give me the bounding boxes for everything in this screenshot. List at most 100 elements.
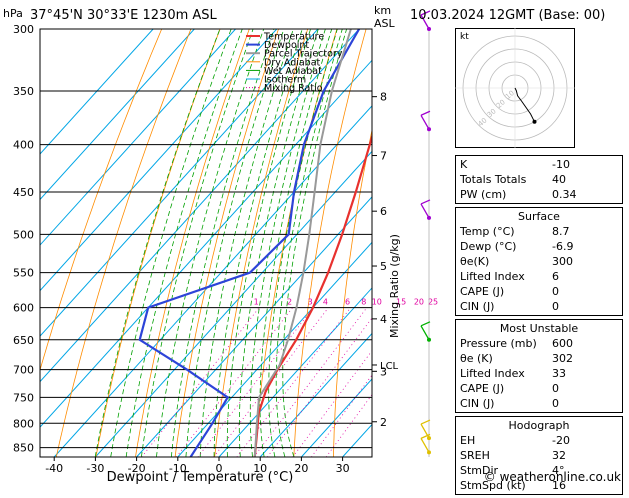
wind-barb: [420, 114, 430, 130]
isotherm-line: [40, 29, 360, 383]
wind-barb: [420, 438, 430, 453]
index-label: PW (cm): [460, 188, 507, 201]
wet-adiabat-line: [249, 29, 326, 457]
wet-adiabat-line: [213, 29, 303, 457]
isotherm-line: [40, 29, 236, 246]
index-label: θe (K): [460, 352, 493, 365]
isotherm-line: [40, 29, 319, 337]
wind-barb-flag: [420, 110, 431, 116]
legend-entry: Dewpoint: [264, 40, 309, 51]
plot-frame: [39, 28, 373, 458]
asl-unit-label: ASL: [374, 17, 395, 30]
copyright-text: © weatheronline.co.uk: [483, 470, 621, 484]
index-row: StmDir 4°: [460, 463, 618, 478]
x-tick-label: -20: [128, 462, 146, 475]
index-row: K -10: [460, 157, 618, 172]
isotherm-line: [301, 378, 372, 457]
km-tick-label: 4: [380, 313, 387, 326]
wind-barb-dot: [427, 127, 431, 132]
wet-adiabat-line: [259, 29, 333, 457]
km-tick-label: 5: [380, 260, 387, 273]
mixing-ratio-line: [311, 374, 372, 457]
hodograph-ring-label: 10: [504, 89, 516, 101]
hodograph-trace: [514, 87, 535, 123]
index-row: Totals Totals 40: [460, 172, 618, 187]
pressure-tick-label: 350: [13, 85, 34, 98]
wet-adiabat-line: [156, 29, 265, 457]
mixing-ratio-label: 25: [428, 298, 438, 307]
x-tick-label: 10: [253, 462, 267, 475]
index-row: EH -20: [460, 433, 618, 448]
index-label: CIN (J): [460, 300, 495, 313]
x-tick-label: 20: [294, 462, 308, 475]
index-value: 600: [552, 337, 573, 350]
datetime-title: 10.03.2024 12GMT (Base: 00): [410, 8, 606, 23]
wet-adiabat-line: [275, 29, 343, 457]
dry-adiabat-line: [293, 29, 367, 457]
wind-barb-dot: [427, 215, 431, 220]
section-title: Hodograph: [508, 419, 570, 432]
mixing-ratio-line: [236, 307, 351, 457]
index-value: 302: [552, 352, 573, 365]
mixing-ratio-label: 3: [308, 298, 313, 307]
index-label: StmDir: [460, 464, 499, 477]
wind-barb-dot: [427, 450, 431, 455]
x-tick-label: -30: [86, 462, 104, 475]
hodograph-ring-label: 30: [486, 107, 498, 119]
mixing-ratio-label: 20: [414, 298, 424, 307]
hpa-unit-label: hPa: [3, 7, 23, 20]
most-unstable-box: Most Unstable Pressure (mb) 600 θe (K) 302 Li…: [455, 319, 623, 413]
section-title: Surface: [518, 210, 560, 223]
index-label: Lifted Index: [460, 367, 525, 380]
index-row: CAPE (J) 0: [460, 284, 618, 299]
index-row: SREH 32: [460, 448, 618, 463]
mixing-ratio-label: 1: [254, 298, 259, 307]
skew-t-diagram: 300350400450500550600650700750800850-40-…: [13, 10, 438, 485]
index-value: 0: [552, 397, 559, 410]
wet-adiabat-line: [199, 29, 294, 457]
dry-adiabat-line: [174, 29, 279, 457]
x-tick-label: -40: [45, 462, 63, 475]
index-value: 300: [552, 255, 573, 268]
wind-barb-flag: [420, 199, 431, 205]
x-tick-label: 0: [216, 462, 223, 475]
mixing-ratio-label: 10: [372, 298, 382, 307]
pressure-tick-label: 600: [13, 302, 34, 315]
isotherm-line: [95, 150, 372, 457]
x-tick-label: -10: [169, 462, 187, 475]
index-value: 0: [552, 300, 559, 313]
mixing-ratio-label: 6: [345, 298, 350, 307]
km-tick-label: 6: [380, 205, 387, 218]
hodograph-ring-label: 20: [495, 98, 507, 110]
index-value: 0: [552, 285, 559, 298]
index-label: K: [460, 158, 468, 171]
index-label: Lifted Index: [460, 270, 525, 283]
mixing-ratio-label: 15: [396, 298, 406, 307]
isotherm-line: [40, 29, 195, 201]
isotherm-line: [218, 287, 372, 457]
mixing-ratio-line: [325, 393, 372, 457]
pressure-tick-label: 650: [13, 334, 34, 347]
legend-entry: Wet Adiabat: [264, 66, 322, 77]
mixing-ratio-label: 4: [323, 298, 328, 307]
wind-barb-dot: [427, 337, 431, 342]
index-value: -20: [552, 434, 570, 447]
wind-barb-flag: [420, 419, 431, 425]
km-tick-label: 8: [380, 91, 387, 104]
x-tick-label: 30: [336, 462, 350, 475]
wind-barb-flag: [420, 10, 431, 16]
hodograph-storm-marker: [532, 119, 537, 124]
index-row: CAPE (J) 0: [460, 381, 618, 396]
index-label: CIN (J): [460, 397, 495, 410]
index-label: Temp (°C): [460, 225, 515, 238]
mixing-ratio-line: [176, 307, 293, 457]
index-value: 32: [552, 449, 566, 462]
wet-adiabat-line: [170, 29, 275, 457]
wind-barb-flag: [420, 321, 431, 327]
dry-adiabat-line: [40, 29, 163, 372]
index-value: 8.7: [552, 225, 570, 238]
index-value: 0.34: [552, 188, 577, 201]
section-title: Most Unstable: [499, 322, 579, 335]
index-row: θe (K) 302: [460, 351, 618, 366]
